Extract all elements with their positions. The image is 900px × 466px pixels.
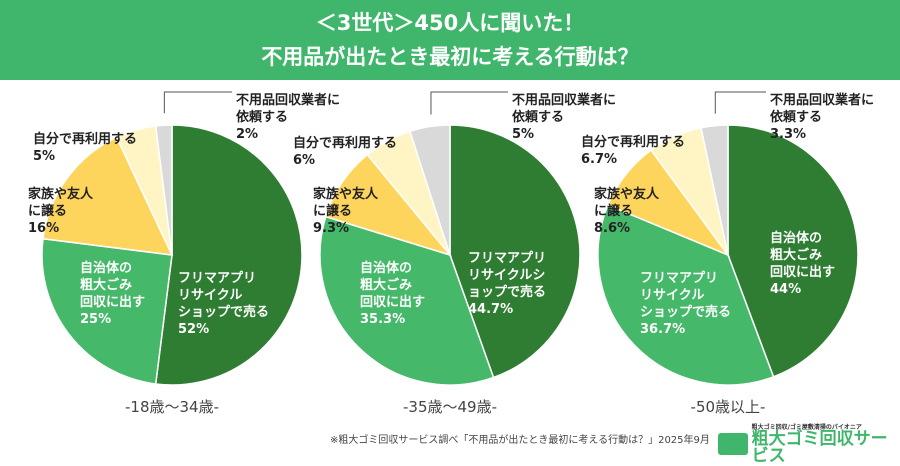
slice-label: 家族や友人に譲る 16%: [28, 186, 94, 236]
slice-label: 不用品回収業者に依頼する 5%: [512, 92, 616, 142]
pie-slice: [41, 237, 173, 385]
slice-label: 不用品回収業者に依頼する 3.3%: [770, 92, 874, 142]
slice-label: 自分で再利用する 6%: [293, 135, 397, 168]
age-group-label: -50歳以上-: [691, 398, 766, 416]
brand-logo: 粗大ゴミ回収/ゴミ屋敷清掃のパイオニア 粗大ゴミ回収サービス: [718, 422, 900, 465]
slice-label: 不用品回収業者に依頼する 2%: [236, 92, 340, 142]
age-group-label: -18歳〜34歳-: [125, 398, 219, 416]
leader-line: [714, 91, 766, 114]
leader-line: [430, 91, 508, 115]
slice-label: 自治体の粗大ごみ回収に出す 35.3%: [360, 260, 425, 327]
pie-slice: [727, 124, 859, 378]
slice-label: 自分で再利用する 6.7%: [581, 134, 685, 167]
slice-label: 自治体の粗大ごみ回収に出す 44%: [770, 230, 835, 297]
pie-slice: [154, 124, 173, 256]
logo-text: 粗大ゴミ回収サービス: [751, 429, 888, 466]
slice-label: フリマアプリリサイクルショップで売る 52%: [178, 271, 269, 337]
pie-slice: [449, 124, 581, 379]
title-line1: ＜3世代＞450人に聞いた！: [315, 11, 585, 35]
slice-label: 自分で再利用する 5%: [33, 131, 137, 164]
pie-slice: [408, 124, 451, 256]
header-banner: ＜3世代＞450人に聞いた！ 不用品が出たとき最初に考える行動は？: [0, 0, 900, 80]
logo-tagline: 粗大ゴミ回収/ゴミ屋敷清掃のパイオニア: [751, 424, 862, 431]
pie-slice: [42, 136, 174, 256]
slice-label: フリマアプリリサイクルショップで売る 36.7%: [640, 271, 731, 337]
title-line2: 不用品が出たとき最初に考える行動は？: [261, 45, 639, 69]
slice-label: 家族や友人に譲る 8.6%: [594, 186, 660, 236]
slice-label: フリマアプリリサイクルショップで売る 44.7%: [468, 251, 546, 317]
age-group-label: -35歳〜49歳-: [403, 398, 497, 416]
pie-slice: [319, 215, 495, 386]
pie-slice: [700, 124, 729, 256]
pie-charts: フリマアプリリサイクルショップで売る 52% 自治体の粗大ごみ回収に出す 25% 家族や…: [28, 91, 874, 416]
leader-line: [163, 91, 232, 114]
pie-slice: [154, 124, 303, 386]
slice-label: 自治体の粗大ごみ回収に出す 25%: [80, 260, 145, 327]
slice-label: 家族や友人に譲る 9.3%: [313, 186, 379, 236]
source-note: ※粗大ゴミ回収サービス調べ「不用品が出たとき最初に考える行動は？」2025年9月: [330, 435, 710, 446]
pie-slice: [597, 204, 775, 386]
truck-icon: [718, 432, 748, 455]
